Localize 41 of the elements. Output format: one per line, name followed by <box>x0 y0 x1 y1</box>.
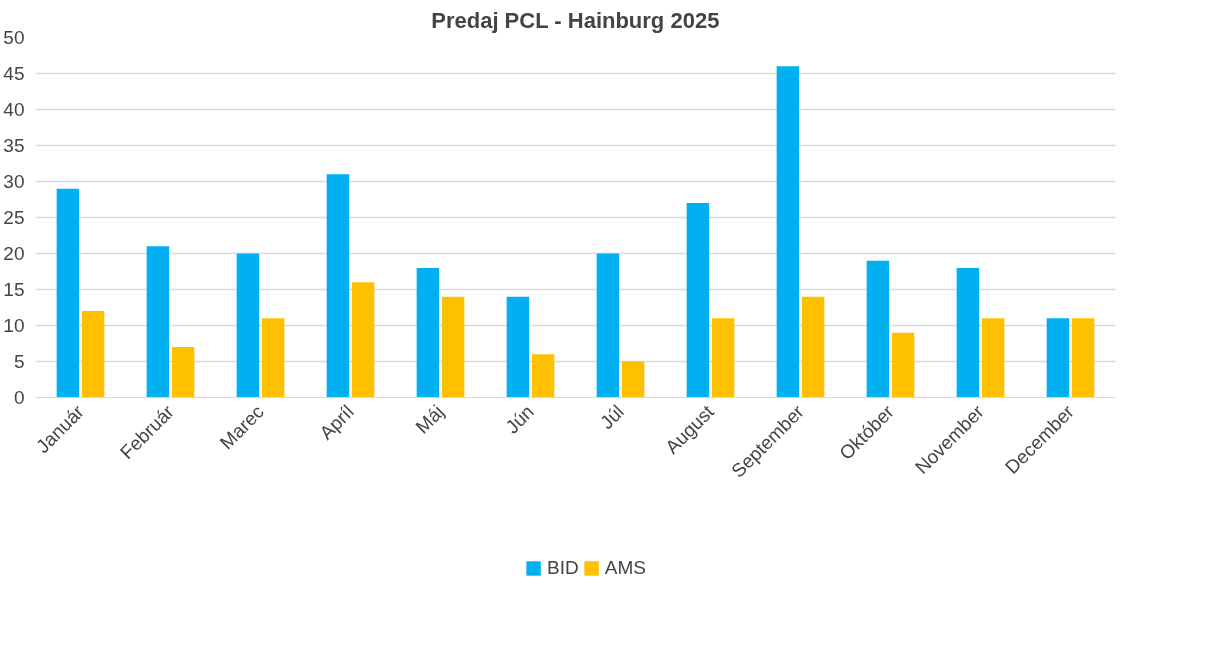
y-tick-label: 10 <box>3 315 25 336</box>
bar <box>1046 318 1070 398</box>
x-tick-label: Júl <box>595 401 628 434</box>
bar <box>81 311 105 398</box>
y-tick-label: 25 <box>3 207 25 228</box>
x-tick-label: Jún <box>501 401 538 438</box>
bar <box>801 296 825 398</box>
bar <box>146 246 170 398</box>
bar <box>776 66 800 398</box>
bar <box>981 318 1005 398</box>
bar <box>236 253 260 398</box>
bar <box>416 267 440 398</box>
bar <box>866 260 890 398</box>
bar <box>891 332 915 398</box>
y-tick-label: 35 <box>3 135 25 156</box>
legend-label: AMS <box>604 556 646 579</box>
bar <box>711 318 735 398</box>
x-tick-label: Máj <box>411 401 448 438</box>
bar <box>56 188 80 398</box>
y-tick-label: 30 <box>3 171 25 192</box>
bar <box>596 253 620 398</box>
bar <box>531 354 555 398</box>
bar <box>686 203 710 398</box>
bar <box>506 296 530 398</box>
y-tick-label: 15 <box>3 279 25 300</box>
bar <box>441 296 465 398</box>
y-tick-label: 50 <box>3 27 25 48</box>
bar <box>171 347 195 398</box>
bar <box>956 267 980 398</box>
bar <box>326 174 350 398</box>
bar <box>1071 318 1095 398</box>
y-tick-label: 5 <box>13 351 25 372</box>
bar <box>351 282 375 398</box>
y-tick-label: 20 <box>3 243 25 264</box>
chart-title: Predaj PCL - Hainburg 2025 <box>431 7 720 33</box>
y-tick-label: 40 <box>3 99 25 120</box>
y-tick-label: 0 <box>13 387 25 408</box>
bar <box>621 361 645 398</box>
y-tick-label: 45 <box>3 63 25 84</box>
legend-label: BID <box>547 556 579 579</box>
bar <box>261 318 285 398</box>
